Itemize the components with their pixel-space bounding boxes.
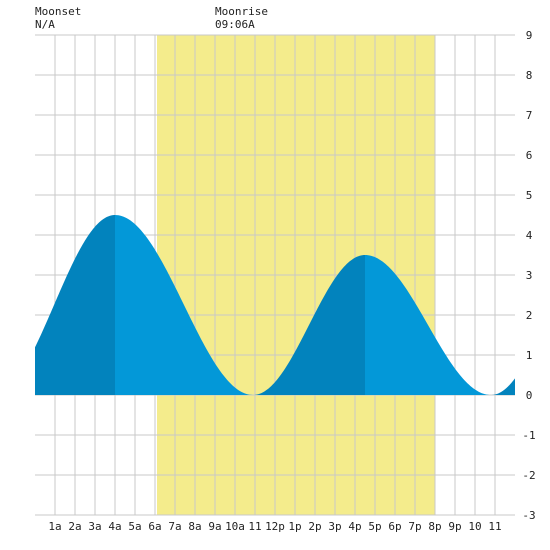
x-tick-label: 2p bbox=[308, 520, 321, 533]
y-tick-label: 2 bbox=[526, 309, 533, 322]
falling-tide-area bbox=[365, 255, 491, 395]
falling-tide-area bbox=[115, 215, 253, 395]
x-tick-label: 7p bbox=[408, 520, 421, 533]
y-tick-label: 1 bbox=[526, 349, 533, 362]
x-tick-label: 10a bbox=[225, 520, 245, 533]
y-tick-label: 4 bbox=[526, 229, 533, 242]
x-tick-label: 1a bbox=[48, 520, 61, 533]
x-tick-label: 5p bbox=[368, 520, 381, 533]
x-tick-label: 8a bbox=[188, 520, 201, 533]
y-tick-label: 8 bbox=[526, 69, 533, 82]
y-tick-label: 5 bbox=[526, 189, 533, 202]
y-tick-label: 9 bbox=[526, 29, 533, 42]
x-tick-label: 7a bbox=[168, 520, 181, 533]
y-tick-label: -1 bbox=[522, 429, 535, 442]
x-tick-label: 3p bbox=[328, 520, 341, 533]
x-tick-label: 6a bbox=[148, 520, 161, 533]
y-tick-label: 6 bbox=[526, 149, 533, 162]
x-tick-label: 9a bbox=[208, 520, 221, 533]
x-tick-label: 12p bbox=[265, 520, 285, 533]
x-tick-label: 11 bbox=[488, 520, 501, 533]
y-tick-label: -3 bbox=[522, 509, 535, 522]
x-tick-label: 4a bbox=[108, 520, 121, 533]
x-tick-label: 2a bbox=[68, 520, 81, 533]
x-tick-label: 4p bbox=[348, 520, 361, 533]
x-tick-label: 1p bbox=[288, 520, 301, 533]
moonrise-time: 09:06A bbox=[215, 18, 255, 31]
rising-tide-area bbox=[491, 378, 515, 395]
y-tick-label: 3 bbox=[526, 269, 533, 282]
moonset-label: Moonset bbox=[35, 5, 82, 18]
moonrise-label: Moonrise bbox=[215, 5, 268, 18]
rising-tide-area bbox=[35, 215, 115, 395]
x-tick-label: 3a bbox=[88, 520, 101, 533]
x-tick-label: 8p bbox=[428, 520, 441, 533]
y-tick-label: 0 bbox=[526, 389, 533, 402]
moonset-time: N/A bbox=[35, 18, 55, 31]
rising-tide-area bbox=[253, 255, 365, 395]
y-tick-label: 7 bbox=[526, 109, 533, 122]
x-tick-label: 5a bbox=[128, 520, 141, 533]
x-tick-label: 9p bbox=[448, 520, 461, 533]
x-tick-label: 10 bbox=[468, 520, 481, 533]
x-tick-label: 6p bbox=[388, 520, 401, 533]
x-tick-label: 11 bbox=[248, 520, 261, 533]
y-tick-label: -2 bbox=[522, 469, 535, 482]
